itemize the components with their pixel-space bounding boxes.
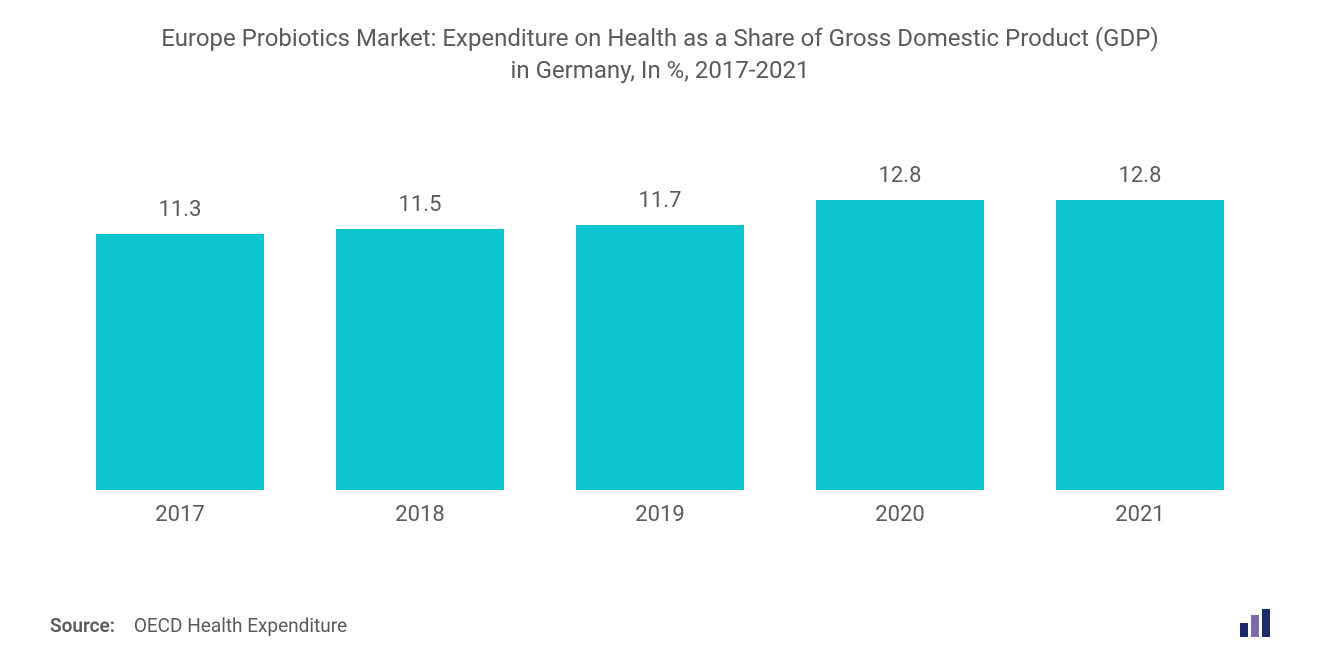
bar [96,234,264,490]
source-label: Source: [50,614,115,637]
bar-value-label: 12.8 [1119,163,1162,188]
bar-group: 12.8 2020 [780,163,1020,527]
bar-category-label: 2017 [155,502,204,527]
logo-bar-icon [1240,623,1248,637]
brand-logo [1240,609,1270,637]
chart-container: Europe Probiotics Market: Expenditure on… [0,0,1320,665]
logo-bar-icon [1262,609,1270,637]
bar-value-label: 11.7 [639,188,682,213]
bar-value-label: 11.5 [399,192,442,217]
source-text: OECD Health Expenditure [134,614,347,637]
bar [336,229,504,490]
bar-value-label: 11.3 [159,197,202,222]
source-attribution: Source: OECD Health Expenditure [50,614,347,637]
bar-value-label: 12.8 [879,163,922,188]
bar-category-label: 2020 [875,502,924,527]
bar-category-label: 2018 [395,502,444,527]
bar-group: 11.7 2019 [540,188,780,527]
chart-title: Europe Probiotics Market: Expenditure on… [155,22,1165,87]
logo-bars-icon [1240,609,1270,637]
bar-category-label: 2019 [635,502,684,527]
bar-group: 11.3 2017 [60,197,300,527]
bar-category-label: 2021 [1115,502,1164,527]
bar-group: 11.5 2018 [300,192,540,527]
logo-bar-icon [1251,615,1259,637]
bar-group: 12.8 2021 [1020,163,1260,527]
bar [816,200,984,490]
footer-row: Source: OECD Health Expenditure [50,609,1270,637]
bar [576,225,744,490]
plot-area: 11.3 2017 11.5 2018 11.7 2019 12.8 2020 12.8 2021 [50,157,1270,527]
bar [1056,200,1224,490]
